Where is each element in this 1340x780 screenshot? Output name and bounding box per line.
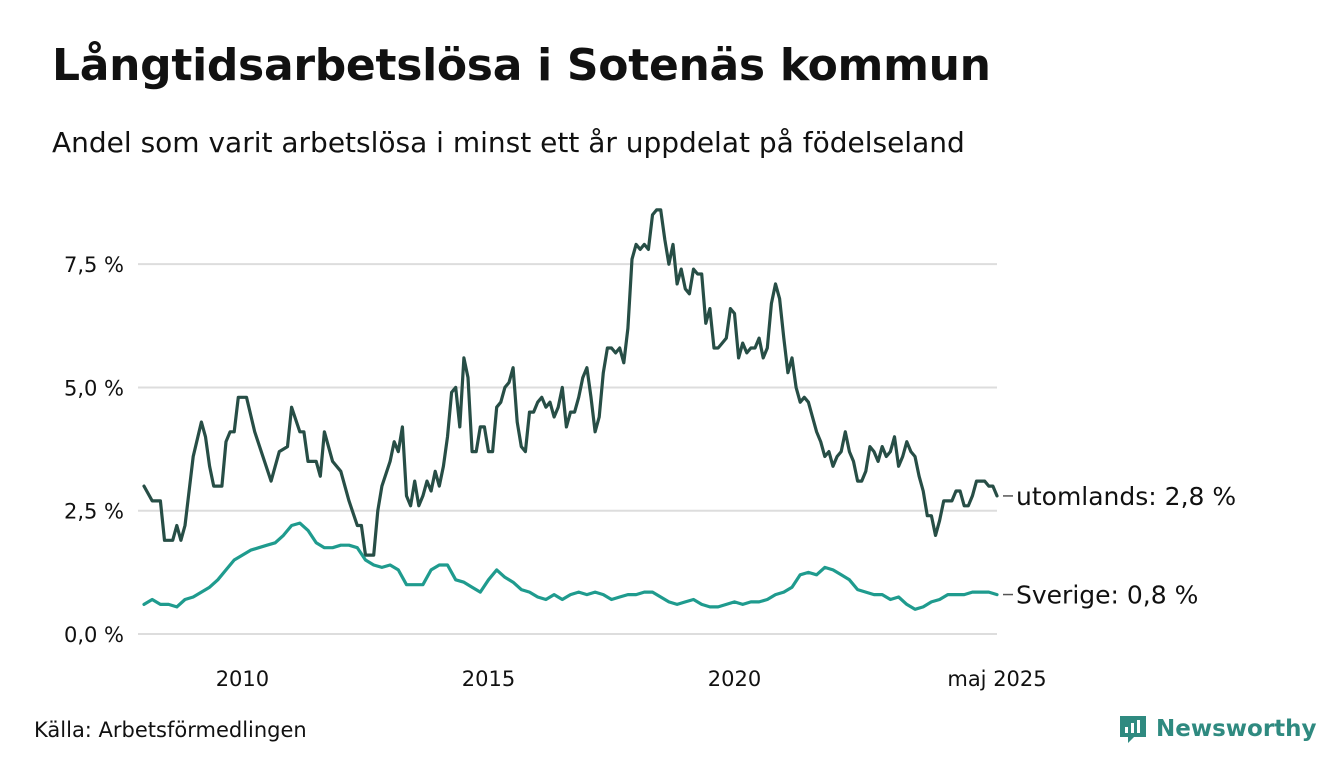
x-tick-label: 2020 — [708, 667, 761, 691]
chart-subtitle: Andel som varit arbetslösa i minst ett å… — [52, 126, 965, 159]
brand-name: Newsworthy — [1156, 716, 1317, 742]
brand-logo: Newsworthy — [1118, 714, 1317, 744]
x-tick-label: 2015 — [462, 667, 515, 691]
x-tick-label: maj 2025 — [947, 667, 1046, 691]
y-tick-label: 0,0 % — [64, 623, 124, 647]
end-label-utomlands: utomlands: 2,8 % — [1016, 482, 1236, 511]
end-label-sverige: Sverige: 0,8 % — [1016, 581, 1198, 610]
series-line-utomlands — [142, 208, 999, 557]
y-tick-label: 5,0 % — [64, 376, 124, 400]
y-tick-label: 7,5 % — [64, 253, 124, 277]
newsworthy-logo-icon — [1120, 716, 1146, 743]
source-note: Källa: Arbetsförmedlingen — [34, 718, 307, 742]
chart-title: Långtidsarbetslösa i Sotenäs kommun — [52, 40, 991, 91]
series-line-sverige — [142, 521, 999, 611]
y-tick-label: 2,5 % — [64, 500, 124, 524]
x-tick-label: 2010 — [216, 667, 269, 691]
